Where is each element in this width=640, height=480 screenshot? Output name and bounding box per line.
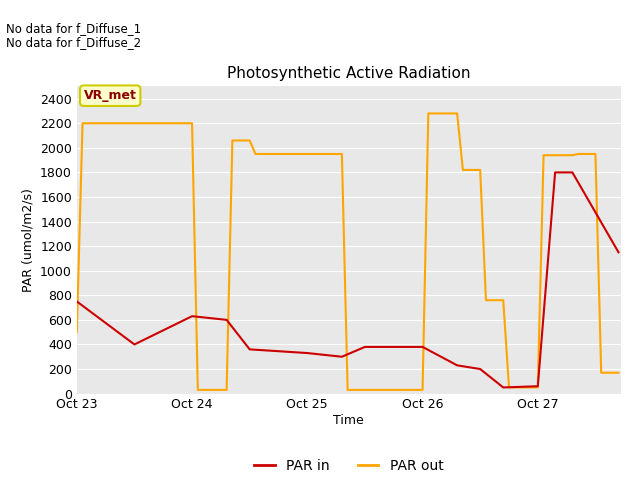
X-axis label: Time: Time xyxy=(333,414,364,427)
Legend: PAR in, PAR out: PAR in, PAR out xyxy=(249,454,449,479)
Text: No data for f_Diffuse_1: No data for f_Diffuse_1 xyxy=(6,22,141,35)
Text: No data for f_Diffuse_2: No data for f_Diffuse_2 xyxy=(6,36,141,49)
Title: Photosynthetic Active Radiation: Photosynthetic Active Radiation xyxy=(227,66,470,81)
Y-axis label: PAR (umol/m2/s): PAR (umol/m2/s) xyxy=(22,188,35,292)
Text: VR_met: VR_met xyxy=(84,89,136,102)
